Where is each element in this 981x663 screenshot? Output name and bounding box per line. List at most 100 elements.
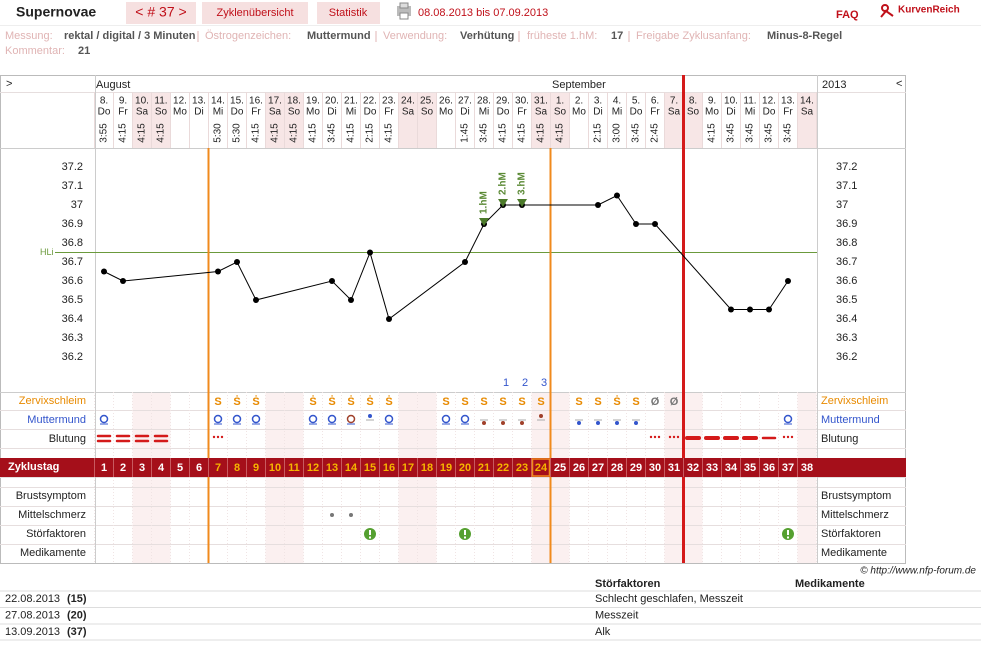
y-tick-label-right: 37 <box>836 199 848 211</box>
cycle-day: 15 <box>364 462 376 474</box>
y-tick-label-right: 36.2 <box>836 351 857 363</box>
cervix-icon <box>327 414 337 424</box>
cycle-day: 1 <box>101 462 107 474</box>
title: Supernovae <box>16 4 96 20</box>
tab-label[interactable]: Zyklenübersicht <box>216 7 293 19</box>
spotting-dot <box>786 435 790 439</box>
mucus-symbol: S <box>518 396 525 408</box>
temperature-line <box>103 194 789 320</box>
spotting-dot <box>220 435 224 439</box>
temperature-point <box>747 306 753 313</box>
row-label-right: Muttermund <box>821 414 880 426</box>
row-label-right: Zervixschleim <box>821 395 888 407</box>
disturbance-excl <box>369 536 371 539</box>
logo[interactable]: KurvenReich <box>898 5 960 16</box>
cervix-icon <box>384 414 394 424</box>
weekend-shade <box>151 92 171 148</box>
y-tick-label: 36.2 <box>62 351 83 363</box>
cycle-day: 3 <box>139 462 145 474</box>
time-label: 4:15 <box>498 123 509 143</box>
mucus-symbol: S <box>442 396 449 408</box>
mucus-symbol: Ø <box>670 396 679 408</box>
info-value: Minus-8-Regel <box>767 30 842 42</box>
mucus-symbol: S <box>461 396 468 408</box>
date-label: 23. <box>382 96 396 107</box>
time-label: 3:45 <box>783 123 794 143</box>
time-label: 3:45 <box>726 123 737 143</box>
cycle-nav[interactable]: < # 37 > <box>135 4 186 20</box>
weekend-shade <box>417 92 437 148</box>
note-day: (15) <box>67 593 87 605</box>
weekday-label: Di <box>460 107 469 118</box>
spotting-dot <box>216 435 220 439</box>
note-text: Messzeit <box>595 609 638 621</box>
weekend-shade <box>284 92 304 148</box>
time-label: 3:45 <box>631 123 642 143</box>
temperature-point <box>728 306 734 313</box>
date-label: 27. <box>458 96 472 107</box>
weekday-label: Do <box>364 107 377 118</box>
count-label: 2 <box>522 377 528 389</box>
spotting-dot <box>790 435 794 439</box>
tab[interactable] <box>317 2 380 24</box>
info-value: Muttermund <box>307 30 371 42</box>
date-label: 10. <box>135 96 149 107</box>
cervix-icon <box>308 414 318 424</box>
cycle-day: 35 <box>744 462 756 474</box>
count-label: 3 <box>541 377 547 389</box>
mucus-symbol: Ṡ <box>328 395 335 408</box>
year: 2013 <box>822 79 846 91</box>
date-label: 17. <box>268 96 282 107</box>
date-label: 14. <box>211 96 225 107</box>
print-icon[interactable] <box>397 2 411 20</box>
weekday-label: Fr <box>251 107 261 118</box>
info-label: Messung: <box>5 30 53 42</box>
y-tick-label-right: 37.2 <box>836 161 857 173</box>
time-label: 2:15 <box>365 123 376 143</box>
cycle-day: 17 <box>402 462 414 474</box>
weekday-label: Mo <box>306 107 320 118</box>
y-tick-label: 36.5 <box>62 294 83 306</box>
cycle-day: 8 <box>234 462 240 474</box>
logo-icon <box>880 4 894 18</box>
tab[interactable] <box>202 2 308 24</box>
y-tick-label: 37.2 <box>62 161 83 173</box>
cycle-day: 38 <box>801 462 813 474</box>
cervix-icon <box>634 421 638 425</box>
tab-label[interactable]: Statistik <box>329 7 368 19</box>
weekday-label: Mo <box>173 107 187 118</box>
date-label: 6. <box>651 96 659 107</box>
time-label: 3:00 <box>612 123 623 143</box>
count-label: 1 <box>503 377 509 389</box>
time-label: 3:55 <box>99 123 110 143</box>
cycle-day: 9 <box>253 462 259 474</box>
weekday-label: Fr <box>783 107 793 118</box>
weekend-shade <box>398 92 418 148</box>
faq-link[interactable]: FAQ <box>836 9 859 21</box>
mucus-symbol: Ṡ <box>385 395 392 408</box>
pain-dot <box>330 513 334 517</box>
mucus-symbol: S <box>575 396 582 408</box>
y-tick-label-right: 37.1 <box>836 180 857 192</box>
row-label: Medikamente <box>20 547 86 559</box>
y-tick-label-right: 36.6 <box>836 275 857 287</box>
cervix-icon <box>596 421 600 425</box>
cycle-day: 2 <box>120 462 126 474</box>
reference-label: HLi <box>40 247 54 257</box>
cycle-day: 6 <box>196 462 202 474</box>
copyright: © http://www.nfp-forum.de <box>860 566 976 577</box>
row-label-right: Störfaktoren <box>821 528 881 540</box>
cervix-icon <box>460 414 470 424</box>
mucus-symbol: S <box>632 396 639 408</box>
cycle-day: 30 <box>649 462 661 474</box>
weekday-label: Do <box>763 107 776 118</box>
date-label: 4. <box>613 96 621 107</box>
weekday-label: Di <box>194 107 203 118</box>
weekday-label: Do <box>231 107 244 118</box>
cycle-day: 33 <box>706 462 718 474</box>
y-tick-label: 36.9 <box>62 218 83 230</box>
weekday-label: Mi <box>479 107 490 118</box>
weekday-label: Do <box>630 107 643 118</box>
cycle-day: 21 <box>478 462 490 474</box>
nav-tab[interactable] <box>126 2 196 24</box>
